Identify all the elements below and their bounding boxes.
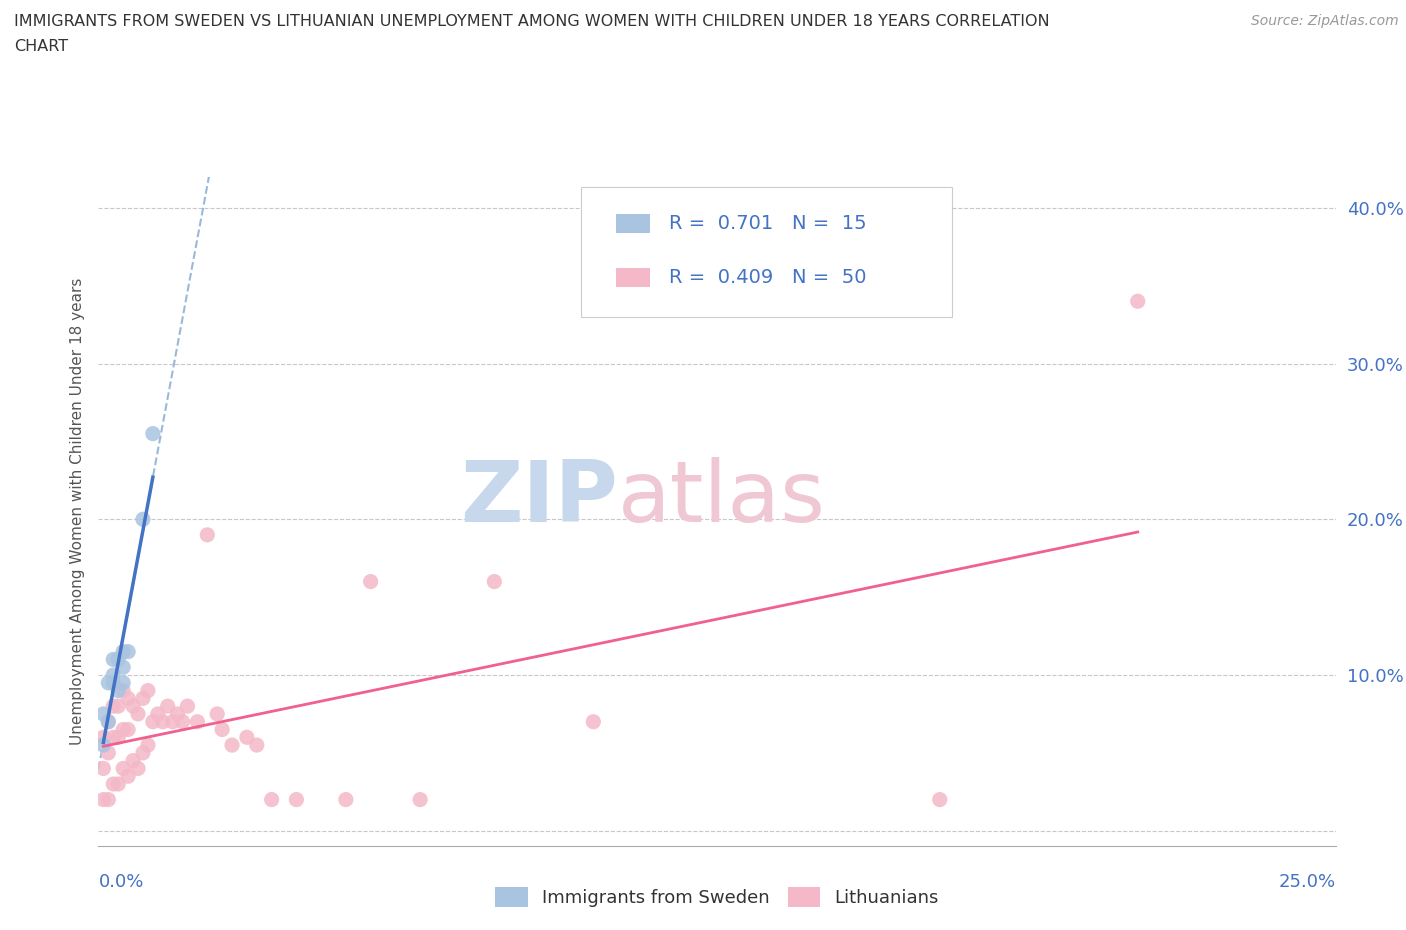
Point [236, 730, 259, 745]
Point [186, 714, 208, 729]
Point [103, 730, 125, 745]
Legend: Immigrants from Sweden, Lithuanians: Immigrants from Sweden, Lithuanians [488, 880, 946, 914]
Point [103, 777, 125, 791]
Point [162, 714, 184, 729]
Text: R =  0.701   N =  15: R = 0.701 N = 15 [669, 214, 866, 233]
Point [93, 737, 115, 752]
Point [484, 574, 506, 589]
Point [103, 675, 125, 690]
Point [205, 707, 228, 722]
Point [285, 792, 308, 807]
Point [93, 707, 115, 722]
Text: ZIP: ZIP [460, 457, 619, 539]
Point [107, 698, 129, 713]
Point [221, 737, 243, 752]
Text: Source: ZipAtlas.com: Source: ZipAtlas.com [1251, 14, 1399, 28]
Point [132, 512, 155, 526]
Point [93, 792, 115, 807]
Point [122, 698, 145, 713]
FancyBboxPatch shape [581, 187, 952, 317]
Point [132, 691, 155, 706]
Text: 25.0%: 25.0% [1278, 873, 1336, 891]
Y-axis label: Unemployment Among Women with Children Under 18 years: Unemployment Among Women with Children U… [69, 278, 84, 745]
Point [409, 792, 432, 807]
Point [127, 761, 149, 776]
Text: IMMIGRANTS FROM SWEDEN VS LITHUANIAN UNEMPLOYMENT AMONG WOMEN WITH CHILDREN UNDE: IMMIGRANTS FROM SWEDEN VS LITHUANIAN UNE… [14, 14, 1050, 29]
Point [335, 792, 357, 807]
Text: 0.0%: 0.0% [98, 873, 143, 891]
Point [246, 737, 269, 752]
Point [103, 698, 125, 713]
Point [360, 574, 382, 589]
Point [132, 746, 155, 761]
Text: atlas: atlas [619, 457, 827, 539]
Point [97, 675, 120, 690]
Point [93, 730, 115, 745]
Point [107, 730, 129, 745]
Point [112, 761, 135, 776]
Point [112, 684, 135, 698]
Point [93, 761, 115, 776]
Point [211, 722, 233, 737]
Point [107, 777, 129, 791]
Point [156, 698, 179, 713]
Point [112, 659, 135, 674]
FancyBboxPatch shape [616, 214, 650, 232]
Point [107, 652, 129, 667]
Point [97, 746, 120, 761]
Point [122, 753, 145, 768]
Point [582, 714, 605, 729]
Point [146, 707, 169, 722]
Point [166, 707, 188, 722]
Point [103, 652, 125, 667]
Point [152, 714, 174, 729]
Point [176, 698, 198, 713]
Text: CHART: CHART [14, 39, 67, 54]
Point [97, 714, 120, 729]
Point [112, 722, 135, 737]
Point [117, 691, 139, 706]
Text: R =  0.409   N =  50: R = 0.409 N = 50 [669, 268, 866, 286]
Point [142, 426, 165, 441]
Point [928, 792, 950, 807]
Point [112, 675, 135, 690]
Point [195, 527, 218, 542]
Point [136, 684, 159, 698]
Point [103, 668, 125, 683]
Point [112, 644, 135, 659]
Point [117, 769, 139, 784]
Point [260, 792, 283, 807]
Point [97, 714, 120, 729]
Point [1126, 294, 1149, 309]
Point [172, 714, 194, 729]
Point [142, 714, 165, 729]
Point [136, 737, 159, 752]
Point [117, 722, 139, 737]
Point [117, 644, 139, 659]
FancyBboxPatch shape [616, 268, 650, 286]
Point [127, 707, 149, 722]
Point [107, 684, 129, 698]
Point [97, 792, 120, 807]
